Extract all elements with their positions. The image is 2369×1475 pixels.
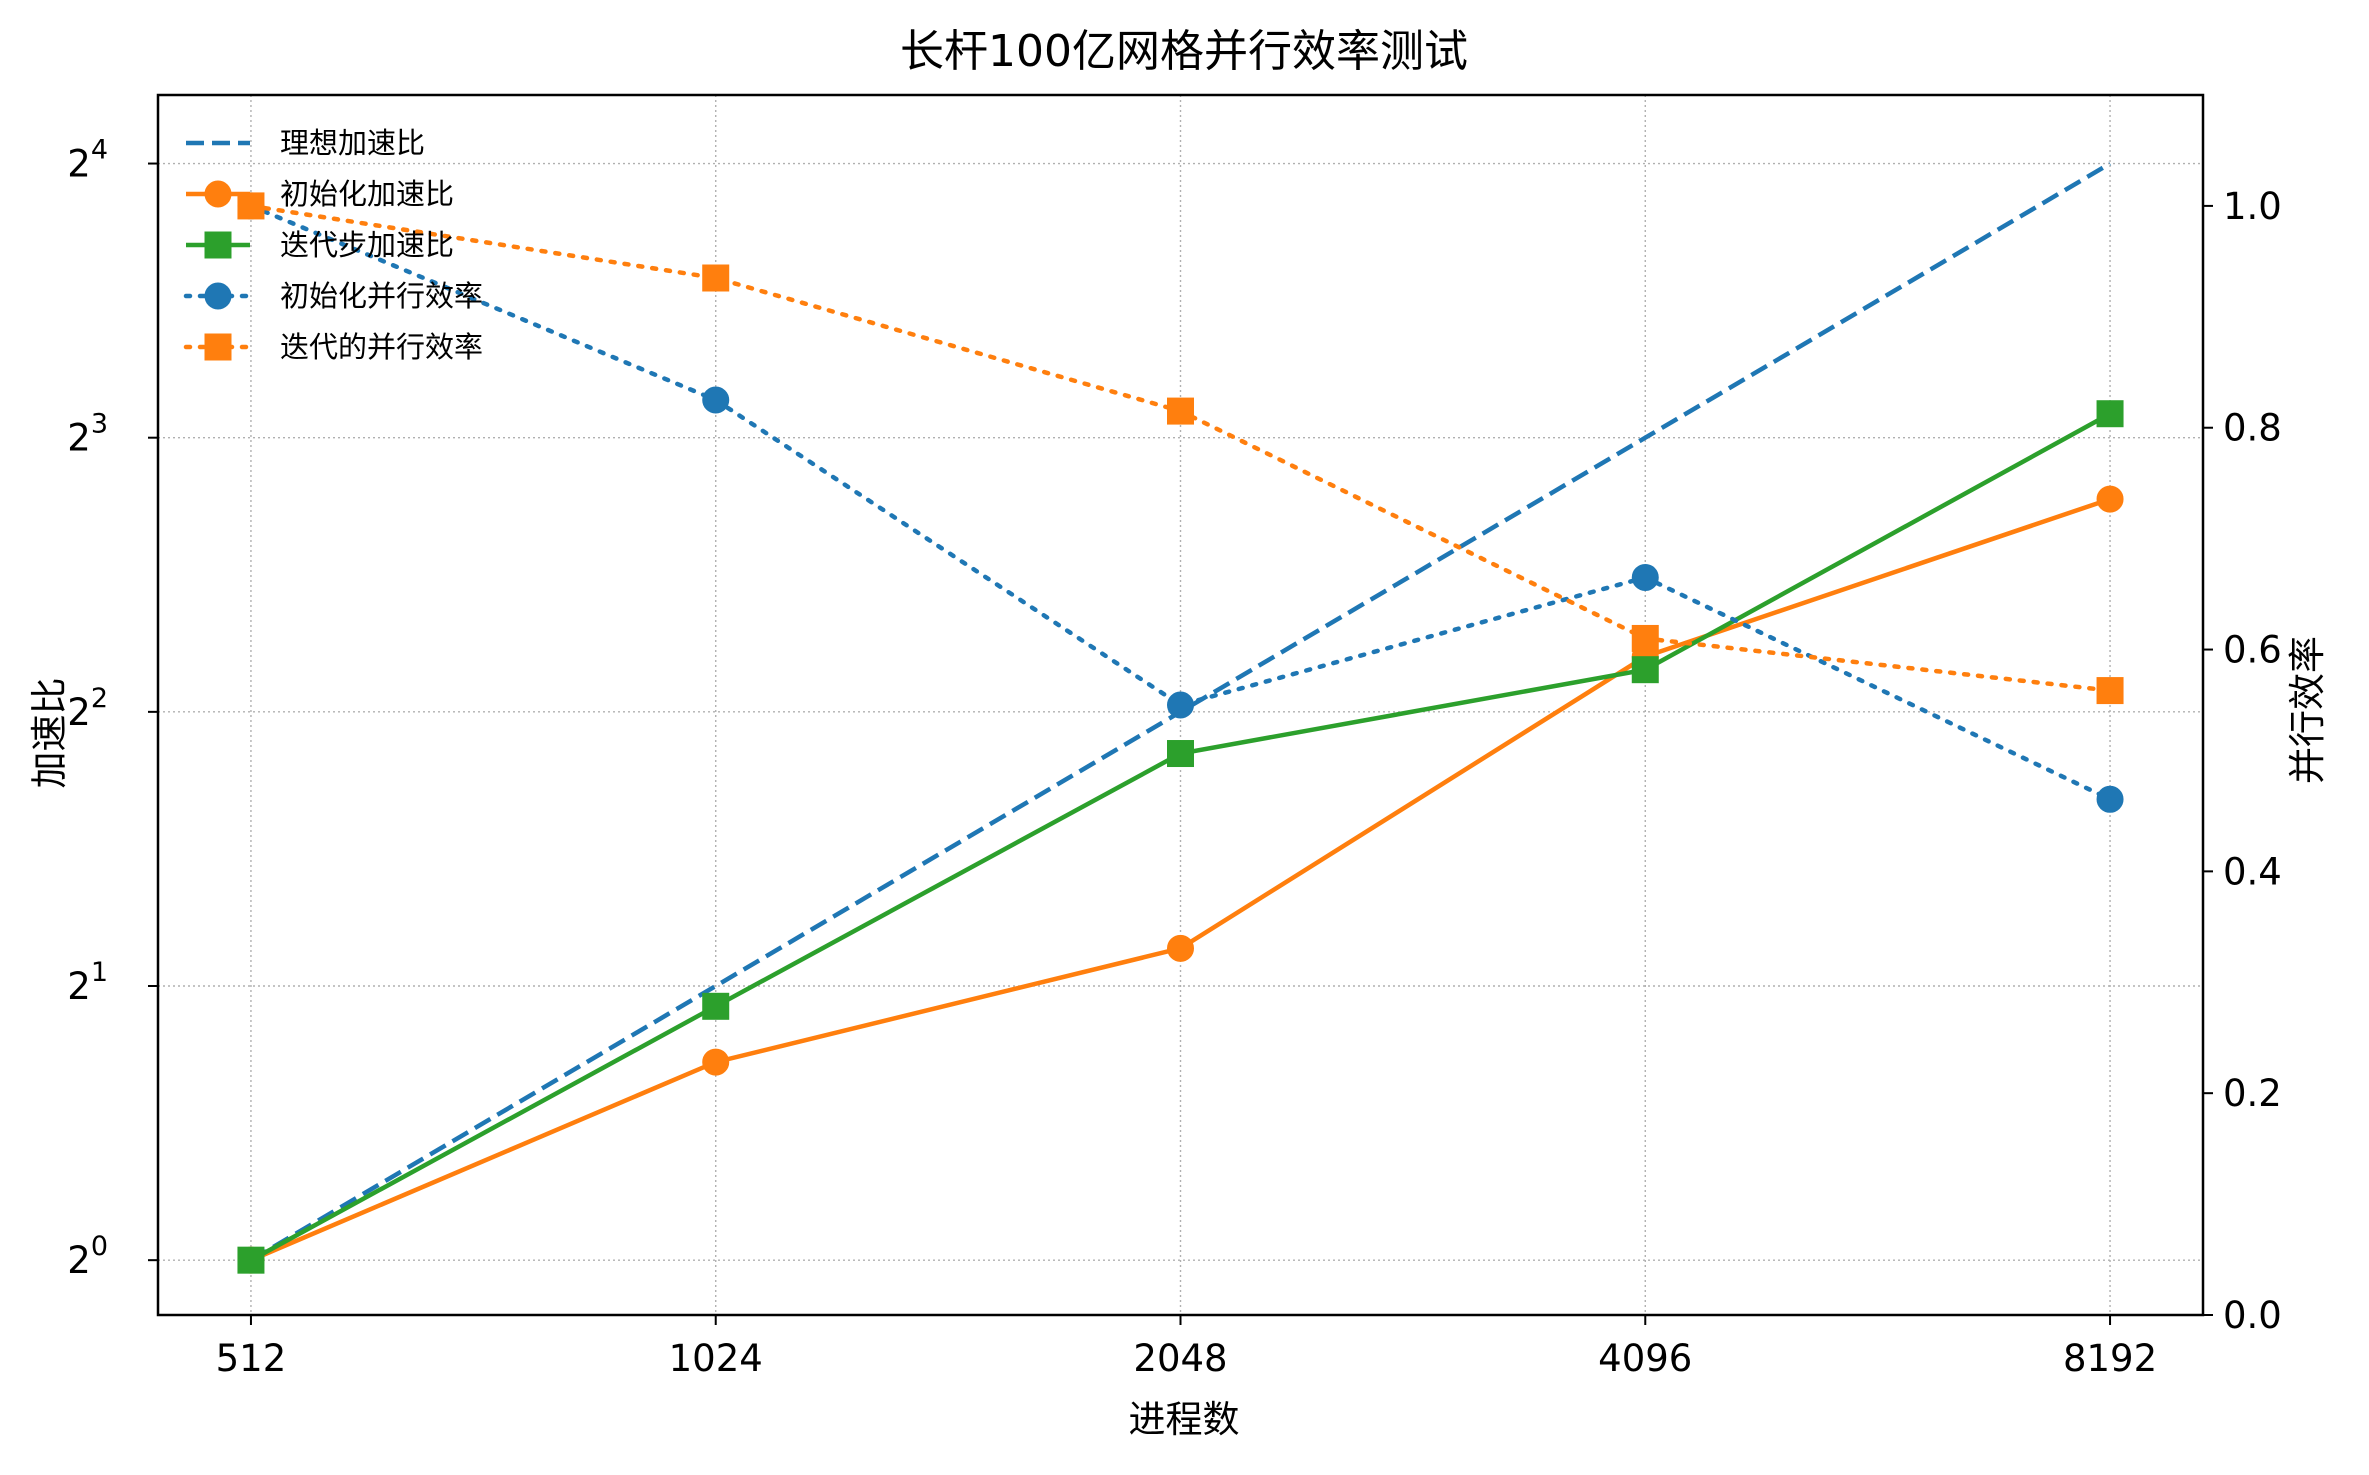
y-right-tick-label: 0.4	[2223, 850, 2282, 893]
legend-item: 迭代步加速比	[186, 228, 454, 262]
y-left-tick-label: 24	[67, 135, 108, 186]
data-point	[702, 992, 730, 1020]
y-right-tick-label: 0.8	[2223, 407, 2282, 450]
series-line	[248, 203, 2113, 693]
series-layer	[237, 161, 2124, 1274]
legend-swatch-marker	[204, 180, 232, 208]
legend-item: 初始化加速比	[186, 177, 454, 211]
legend-label: 理想加速比	[280, 126, 425, 160]
series-line	[248, 203, 2113, 802]
data-point	[702, 1048, 730, 1076]
data-point	[1631, 624, 1659, 652]
series-5	[237, 192, 2124, 705]
data-point	[2096, 677, 2124, 705]
data-point	[1631, 656, 1659, 684]
legend-swatch-marker	[204, 333, 232, 361]
x-tick-label: 8192	[2063, 1337, 2157, 1380]
legend-swatch-marker	[204, 231, 232, 259]
x-tick-label: 512	[216, 1337, 287, 1380]
y-right-tick-label: 0.0	[2223, 1294, 2282, 1337]
legend-swatch-marker	[204, 282, 232, 310]
data-point	[2096, 400, 2124, 428]
y-right-tick-label: 1.0	[2223, 185, 2282, 228]
y-left-tick-label: 22	[67, 683, 108, 734]
data-point	[237, 1246, 265, 1274]
data-point	[1167, 691, 1194, 719]
data-point	[1167, 740, 1194, 768]
data-point	[1167, 397, 1194, 425]
data-point	[237, 192, 265, 220]
legend-label: 迭代步加速比	[280, 228, 454, 262]
y-right-tick-label: 0.6	[2223, 629, 2282, 672]
y-right-axis-label: 并行效率	[2286, 636, 2329, 784]
data-point	[1631, 563, 1659, 591]
series-2	[237, 485, 2124, 1274]
y-left-tick-label: 23	[67, 409, 108, 460]
legend-label: 初始化并行效率	[280, 279, 483, 313]
x-tick-label: 4096	[1598, 1337, 1692, 1380]
data-point	[2096, 485, 2124, 513]
legend-label: 迭代的并行效率	[280, 330, 483, 364]
y-left-tick-label: 20	[67, 1231, 108, 1282]
legend-item: 迭代的并行效率	[183, 330, 483, 364]
data-point	[702, 386, 730, 414]
y-right-tick-label: 0.2	[2223, 1072, 2282, 1115]
y-left-tick-label: 21	[67, 957, 108, 1008]
x-tick-label: 1024	[669, 1337, 763, 1380]
grid-layer	[158, 95, 2203, 1315]
data-point	[2096, 785, 2124, 813]
legend-item: 初始化并行效率	[183, 279, 483, 313]
legend-item: 理想加速比	[186, 126, 425, 160]
x-tick-label: 2048	[1133, 1337, 1227, 1380]
data-point	[1167, 934, 1194, 962]
x-axis-label: 进程数	[1129, 1398, 1240, 1441]
series-3	[237, 400, 2124, 1274]
chart-title: 长杆100亿网格并行效率测试	[900, 26, 1468, 77]
legend-label: 初始化加速比	[280, 177, 454, 211]
y-left-axis-label: 加速比	[28, 678, 71, 789]
data-point	[702, 264, 730, 292]
